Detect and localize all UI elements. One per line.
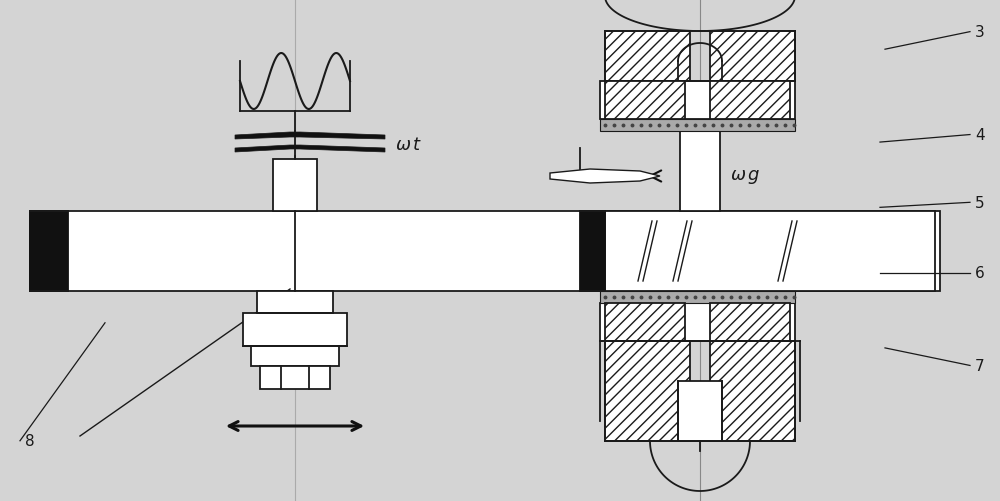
Bar (600, 82, 795, 120)
Bar (600, 292, 795, 304)
Bar (30, 211, 940, 292)
Bar (243, 313, 347, 346)
Bar (710, 304, 790, 341)
Bar (678, 381, 722, 441)
Bar (600, 304, 795, 341)
Bar (260, 366, 330, 389)
Bar (257, 292, 333, 313)
Bar (273, 160, 317, 211)
Bar (600, 120, 795, 132)
Text: 4: 4 (975, 128, 985, 143)
Polygon shape (235, 146, 385, 153)
Text: $\omega\,t$: $\omega\,t$ (395, 136, 423, 154)
Polygon shape (550, 170, 660, 184)
Bar (710, 341, 795, 441)
Bar (605, 211, 935, 292)
Bar (605, 82, 685, 120)
Text: 7: 7 (975, 358, 985, 373)
Text: 6: 6 (975, 266, 985, 281)
Polygon shape (235, 133, 385, 140)
Bar (605, 32, 690, 82)
Text: 5: 5 (975, 195, 985, 210)
Bar (680, 132, 720, 211)
Bar (710, 82, 790, 120)
Text: 8: 8 (25, 433, 35, 448)
Bar (30, 211, 68, 292)
Bar (710, 32, 795, 82)
Bar (605, 341, 690, 441)
Text: $\omega\,g$: $\omega\,g$ (730, 168, 761, 186)
Bar (580, 211, 605, 292)
Bar (605, 304, 685, 341)
Text: 3: 3 (975, 25, 985, 40)
Bar (251, 346, 339, 366)
